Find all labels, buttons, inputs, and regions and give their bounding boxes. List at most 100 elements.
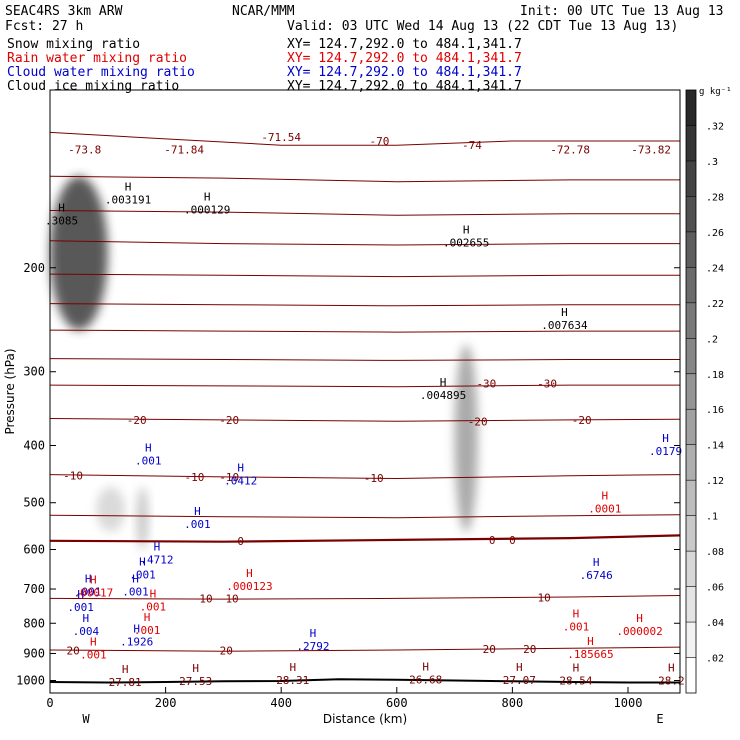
contour-label-12: -20 [572,414,592,427]
contour-label-2: -71.54 [261,131,301,144]
extremum-value-23: .001 [134,624,161,637]
extremum-marker-22: H [90,636,97,649]
extremum-marker-33: H [573,662,580,675]
extremum-marker-3: H [463,224,470,237]
colorbar-label-5: .12 [706,476,724,487]
colorbar-swatch-1 [686,622,696,658]
valid-time: Valid: 03 UTC Wed 14 Aug 13 (22 CDT Tue … [287,19,679,34]
x-axis-title: Distance (km) [323,712,407,726]
extremum-marker-10: H [154,540,161,553]
x-tick-label-5: 1000 [614,696,643,710]
y-tick-label-8: 1000 [16,673,45,687]
extremum-marker-25: H [587,635,594,648]
extremum-value-19: .00017 [73,586,113,599]
field-snow-xy: XY= 124.7,292.0 to 484.1,341.7 [287,37,522,52]
temperature-contour-8 [49,384,680,388]
extremum-value-7: .0412 [224,474,257,487]
temperature-contour-11 [49,514,681,519]
extremum-marker-7: H [237,461,244,474]
extremum-marker-5: H [440,376,447,389]
contour-label-0: -73.8 [68,143,101,156]
contour-label-14: -10 [185,471,205,484]
extremum-value-17: .1926 [120,636,153,649]
colorbar-label-12: .26 [706,228,724,239]
west-label: W [82,712,90,726]
contour-label-24: 20 [220,645,233,658]
extremum-value-9: .001 [184,518,211,531]
extremum-value-3: .002655 [443,237,489,250]
contour-label-9: -20 [127,414,147,427]
init-time: Init: 00 UTC Tue 13 Aug 13 [520,4,724,19]
contour-label-15: -10 [219,471,239,484]
extremum-value-1: .000129 [184,204,230,217]
extremum-value-14: .001 [122,586,149,599]
y-tick-label-7: 900 [23,646,45,660]
temperature-contour-0 [49,131,680,146]
extremum-marker-34: H [668,662,675,675]
colorbar-label-6: .14 [706,441,724,452]
extremum-value-21: .001 [140,600,167,613]
y-tick-label-1: 300 [23,365,45,379]
contour-label-17: 0 [237,535,244,548]
extremum-value-2: .3085 [45,215,78,228]
extremum-marker-16: H [83,612,90,625]
extremum-marker-26: H [602,489,609,502]
temperature-contour-5 [49,303,680,307]
extremum-value-20: .000123 [226,580,272,593]
extremum-value-31: 26.68 [409,673,442,686]
colorbar-swatch-0 [686,657,696,693]
field-rain-label: Rain water mixing ratio [7,51,188,66]
extremum-marker-4: H [561,306,568,319]
colorbar-label-1: .04 [706,618,724,629]
contour-label-4: -74 [462,139,482,152]
temperature-contour-2 [49,210,680,216]
extremum-value-22: .001 [80,649,107,662]
model-title: SEAC4RS 3km ARW [5,4,123,19]
colorbar-swatch-16 [686,90,696,126]
extremum-marker-19: H [90,573,97,586]
extremum-value-34: 28.2 [658,675,685,688]
extremum-value-26: .0001 [588,502,621,515]
shaded-region-0 [50,176,108,331]
extremum-value-4: .007634 [541,319,588,332]
colorbar-label-4: .1 [706,512,718,523]
x-tick-label-3: 600 [386,696,408,710]
x-tick-label-4: 800 [502,696,524,710]
colorbar-swatch-3 [686,551,696,587]
temperature-contour-9 [49,418,681,422]
y-tick-label-4: 600 [23,542,45,556]
extremum-marker-20: H [246,567,253,580]
extremum-value-12: .6746 [580,569,613,582]
colorbar-label-8: .18 [706,370,724,381]
x-tick-label-1: 200 [155,696,177,710]
extremum-value-6: .001 [135,455,162,468]
extremum-value-29: 27.53 [179,675,212,688]
extremum-marker-27: H [636,612,643,625]
temperature-contour-6 [49,329,680,333]
field-cloud-water-label: Cloud water mixing ratio [7,65,195,80]
extremum-marker-30: H [289,661,296,674]
temperature-contour-4 [49,273,680,278]
y-tick-label-6: 800 [23,616,45,630]
extremum-value-0: .003191 [105,194,151,207]
extremum-value-18: .2792 [296,640,329,653]
contour-label-11: -20 [468,415,488,428]
organization-label: NCAR/MMM [232,4,295,19]
plot-frame [49,89,681,694]
temperature-contour-14 [49,646,681,652]
extremum-marker-32: H [516,661,523,674]
extremum-value-10: .4712 [140,553,173,566]
contour-label-23: 20 [66,645,79,658]
temperature-contour-3 [49,240,680,246]
contour-label-3: -70 [370,135,390,148]
extremum-marker-9: H [194,505,201,518]
extremum-value-16: .004 [73,625,100,638]
contour-label-22: 10 [538,592,551,605]
extremum-marker-13: H [85,573,92,586]
colorbar-swatch-10 [686,302,696,339]
y-tick-label-5: 700 [23,582,45,596]
colorbar-label-3: .08 [706,547,724,558]
colorbar-swatch-6 [686,444,696,481]
